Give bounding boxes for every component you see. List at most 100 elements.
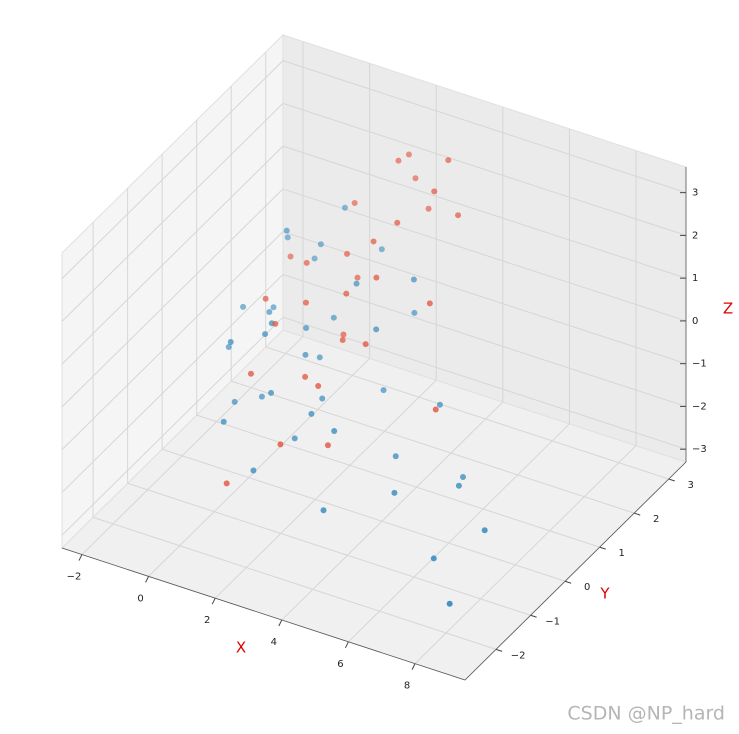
point bbox=[370, 238, 377, 245]
point bbox=[303, 259, 310, 266]
grid-line bbox=[281, 401, 504, 621]
grid-line bbox=[282, 231, 687, 365]
grid-line bbox=[148, 358, 370, 577]
x-tick-label: −2 bbox=[67, 572, 82, 583]
z-tick-label: −2 bbox=[692, 401, 707, 412]
point bbox=[303, 325, 310, 332]
point bbox=[302, 351, 309, 358]
point bbox=[410, 276, 417, 283]
point bbox=[225, 344, 232, 351]
z-tick-label: 0 bbox=[692, 316, 698, 327]
point bbox=[287, 253, 294, 260]
point bbox=[341, 204, 348, 211]
grid-line bbox=[282, 60, 687, 194]
point bbox=[431, 188, 438, 195]
axis-line bbox=[464, 461, 687, 681]
point bbox=[343, 290, 350, 297]
point bbox=[316, 354, 323, 361]
point bbox=[302, 299, 309, 306]
y-tick-label: 2 bbox=[653, 514, 659, 525]
point bbox=[270, 304, 277, 311]
grid-line bbox=[61, 188, 284, 408]
x-axis-label: X bbox=[236, 639, 246, 657]
point bbox=[353, 280, 360, 287]
point bbox=[391, 489, 398, 496]
z-tick-label: 1 bbox=[692, 273, 698, 284]
point bbox=[380, 387, 387, 394]
point bbox=[432, 406, 439, 413]
point bbox=[331, 427, 338, 434]
point bbox=[268, 389, 275, 396]
point bbox=[392, 453, 399, 460]
y-tick bbox=[634, 512, 641, 516]
y-axis-label: Y bbox=[599, 585, 610, 603]
x-tick bbox=[411, 663, 416, 670]
grid-line bbox=[282, 145, 687, 279]
grid-line bbox=[92, 516, 497, 650]
grid-line bbox=[127, 482, 531, 616]
point bbox=[339, 337, 346, 344]
point bbox=[262, 331, 269, 338]
x-tick-label: 0 bbox=[137, 593, 143, 604]
point bbox=[411, 309, 418, 316]
point bbox=[266, 309, 273, 316]
x-tick bbox=[211, 597, 216, 605]
y-tick bbox=[564, 580, 572, 584]
grid-line bbox=[265, 346, 669, 480]
y-tick bbox=[668, 478, 675, 482]
point bbox=[425, 205, 432, 212]
y-tick-label: 3 bbox=[688, 480, 694, 491]
grid-line bbox=[61, 103, 284, 322]
y-tick-label: 0 bbox=[584, 582, 590, 593]
grid-line bbox=[81, 336, 304, 555]
point bbox=[405, 151, 412, 158]
point bbox=[481, 527, 488, 534]
z-tick-label: 3 bbox=[692, 188, 698, 199]
grid-line bbox=[214, 379, 437, 599]
x-tick-label: 4 bbox=[271, 637, 277, 648]
point bbox=[284, 234, 291, 241]
point bbox=[373, 274, 380, 281]
grid-line bbox=[231, 380, 635, 514]
point bbox=[240, 303, 247, 310]
y-tick bbox=[530, 614, 537, 618]
point bbox=[302, 373, 309, 380]
grid-line bbox=[161, 448, 566, 582]
x-tick-label: 6 bbox=[337, 659, 343, 670]
watermark: CSDN @NP_hard bbox=[567, 703, 725, 725]
z-tick-label: −1 bbox=[692, 359, 707, 370]
x-tick bbox=[344, 641, 349, 649]
x-tick bbox=[78, 554, 83, 561]
point bbox=[459, 473, 466, 480]
y-tick-label: −2 bbox=[511, 650, 526, 661]
y-tick-label: −1 bbox=[545, 616, 560, 627]
point bbox=[223, 480, 230, 487]
point bbox=[231, 398, 238, 405]
grid-line bbox=[61, 145, 284, 365]
grid-line bbox=[61, 274, 284, 493]
point bbox=[373, 326, 380, 333]
grid-line bbox=[282, 273, 687, 407]
grid-line bbox=[282, 316, 687, 450]
point bbox=[412, 175, 419, 182]
point bbox=[426, 300, 433, 307]
z-axis-label: Z bbox=[723, 300, 733, 318]
point bbox=[354, 274, 361, 281]
point bbox=[283, 227, 290, 234]
x-tick-label: 8 bbox=[404, 681, 410, 692]
point bbox=[362, 341, 369, 348]
point bbox=[291, 435, 298, 442]
point bbox=[330, 314, 337, 321]
point bbox=[430, 555, 437, 562]
point bbox=[395, 157, 402, 164]
x-tick bbox=[145, 576, 150, 583]
point bbox=[320, 507, 327, 514]
y-tick bbox=[495, 648, 503, 652]
y-tick bbox=[599, 546, 606, 550]
point bbox=[227, 339, 234, 346]
point bbox=[324, 442, 331, 449]
grid-line bbox=[282, 102, 687, 236]
point bbox=[315, 382, 322, 389]
point bbox=[455, 212, 462, 219]
